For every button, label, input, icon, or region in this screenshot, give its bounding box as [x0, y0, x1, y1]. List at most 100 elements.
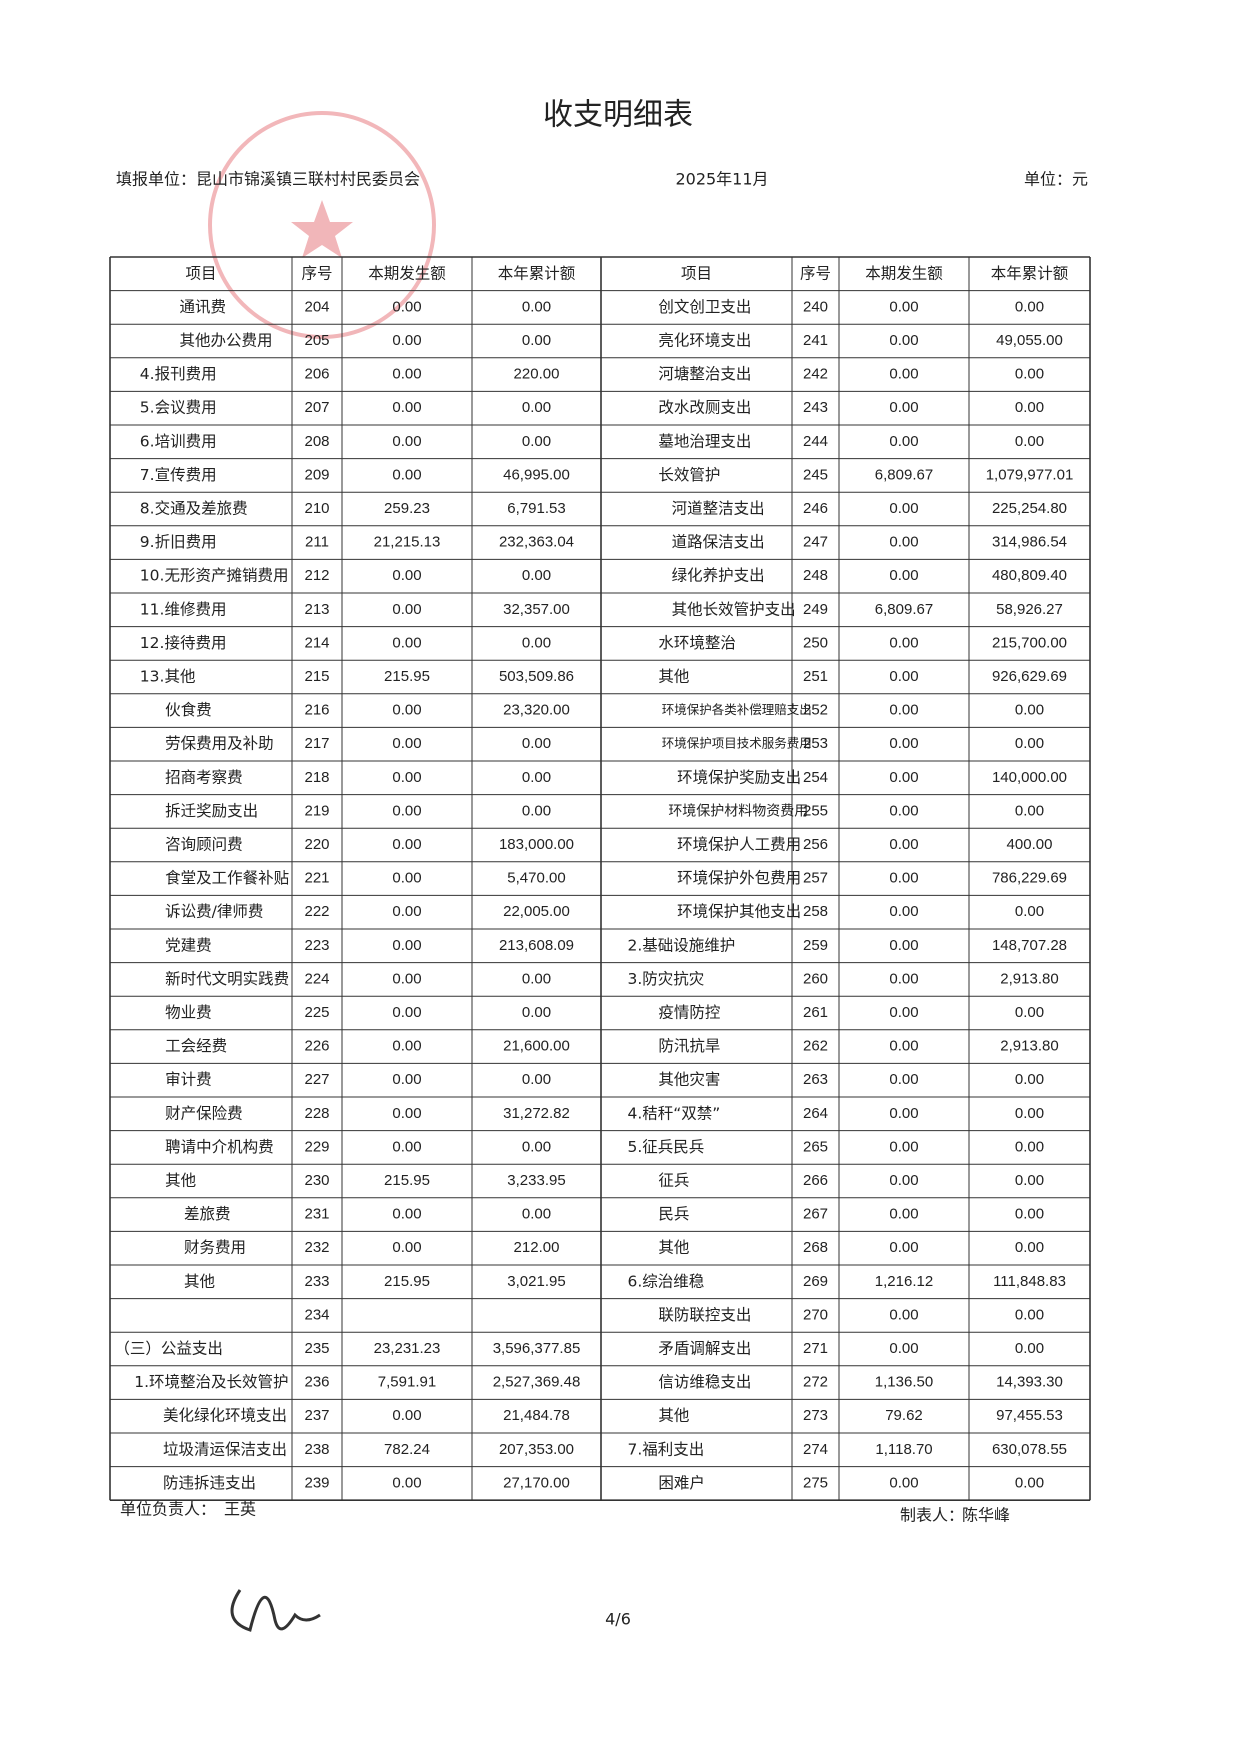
- amount: 630,078.55: [992, 1441, 1067, 1458]
- amount: 0.00: [1015, 802, 1044, 819]
- amount: 0.00: [392, 937, 421, 954]
- seq-number: 264: [803, 1105, 828, 1122]
- amount: 3,021.95: [507, 1273, 565, 1290]
- item-name: 绿化养护支出: [672, 567, 765, 585]
- item-name: 1.环境整治及长效管护: [134, 1372, 288, 1391]
- item-name: 其他: [658, 1239, 689, 1257]
- amount: 6,791.53: [507, 500, 565, 517]
- amount: 0.00: [1015, 1239, 1044, 1256]
- amount: 6,809.67: [875, 601, 933, 618]
- seq-number: 212: [304, 567, 329, 584]
- item-name: 12.接待费用: [140, 634, 227, 652]
- seq-number: 238: [304, 1441, 329, 1458]
- amount: 0.00: [522, 1004, 551, 1021]
- preparer: 陈华峰: [962, 1506, 1010, 1525]
- item-name: 信访维稳支出: [658, 1373, 751, 1391]
- amount: 314,986.54: [992, 534, 1067, 551]
- amount: 0.00: [1015, 1340, 1044, 1357]
- seq-number: 275: [803, 1474, 828, 1491]
- seq-number: 210: [304, 500, 329, 517]
- amount: 5,470.00: [507, 870, 565, 887]
- seq-number: 225: [304, 1004, 329, 1021]
- seq-number: 230: [304, 1172, 329, 1189]
- item-name: 4.报刊费用: [140, 365, 217, 383]
- item-name: 墓地治理支出: [658, 432, 751, 450]
- item-name: 3.防灾抗灾: [627, 970, 704, 988]
- unit-name: 填报单位：昆山市锦溪镇三联村村民委员会: [116, 170, 420, 189]
- amount: 31,272.82: [503, 1105, 570, 1122]
- item-name: 长效管护: [658, 466, 720, 484]
- amount: 2,913.80: [1000, 1038, 1058, 1055]
- amount: 0.00: [392, 1105, 421, 1122]
- amount: 0.00: [889, 567, 918, 584]
- amount: 0.00: [889, 970, 918, 987]
- column-header: 本期发生额: [865, 264, 943, 282]
- item-name: 垃圾清运保洁支出: [163, 1440, 287, 1458]
- amount: 97,455.53: [996, 1407, 1063, 1424]
- amount: 207,353.00: [499, 1441, 574, 1458]
- amount: 0.00: [392, 601, 421, 618]
- amount: 23,320.00: [503, 702, 570, 719]
- amount: 0.00: [1015, 1206, 1044, 1223]
- amount: 21,600.00: [503, 1038, 570, 1055]
- item-name: 河塘整治支出: [658, 365, 751, 383]
- amount: 58,926.27: [996, 601, 1063, 618]
- amount: 0.00: [392, 702, 421, 719]
- amount: 0.00: [889, 870, 918, 887]
- amount: 0.00: [392, 1004, 421, 1021]
- amount: 0.00: [1015, 702, 1044, 719]
- amount: 0.00: [889, 836, 918, 853]
- amount: 786,229.69: [992, 870, 1067, 887]
- amount: 0.00: [889, 937, 918, 954]
- seq-number: 204: [304, 298, 329, 315]
- item-name: 9.折旧费用: [140, 533, 217, 551]
- item-name: 新时代文明实践费: [165, 970, 289, 988]
- item-name: 2.基础设施维护: [627, 936, 735, 954]
- seq-number: 220: [304, 836, 329, 853]
- seq-number: 237: [304, 1407, 329, 1424]
- amount: 0.00: [392, 1206, 421, 1223]
- preparer-label: 制表人：: [900, 1506, 964, 1525]
- seq-number: 245: [803, 466, 828, 483]
- amount: 2,913.80: [1000, 970, 1058, 987]
- seal-star: [291, 200, 353, 258]
- item-name: 改水改厕支出: [658, 399, 751, 417]
- amount: 215.95: [384, 1172, 430, 1189]
- amount: 0.00: [1015, 1105, 1044, 1122]
- seq-number: 209: [304, 466, 329, 483]
- amount: 0.00: [889, 332, 918, 349]
- seq-number: 205: [304, 332, 329, 349]
- currency: 单位：元: [1024, 170, 1088, 189]
- item-name: 河道整洁支出: [672, 500, 765, 518]
- amount: 215.95: [384, 668, 430, 685]
- amount: 400.00: [1007, 836, 1053, 853]
- seq-number: 211: [305, 534, 329, 551]
- seq-number: 235: [304, 1340, 329, 1357]
- item-name: 7.宣传费用: [140, 466, 217, 484]
- amount: 480,809.40: [992, 567, 1067, 584]
- item-name: 其他办公费用: [180, 332, 273, 350]
- amount: 23,231.23: [374, 1340, 441, 1357]
- item-name: 其他灾害: [658, 1071, 720, 1089]
- amount: 0.00: [522, 567, 551, 584]
- amount: 0.00: [889, 1340, 918, 1357]
- amount: 259.23: [384, 500, 430, 517]
- amount: 0.00: [889, 1172, 918, 1189]
- seq-number: 250: [803, 634, 828, 651]
- seq-number: 208: [304, 433, 329, 450]
- amount: 0.00: [392, 802, 421, 819]
- item-name: 其他: [184, 1272, 215, 1290]
- item-name: 联防联控支出: [658, 1306, 751, 1324]
- amount: 0.00: [889, 1206, 918, 1223]
- seq-number: 236: [304, 1374, 329, 1391]
- seq-number: 258: [803, 903, 828, 920]
- amount: 0.00: [889, 1071, 918, 1088]
- seq-number: 269: [803, 1273, 828, 1290]
- seq-number: 223: [304, 937, 329, 954]
- item-name: 其他: [658, 1407, 689, 1425]
- item-name: 疫情防控: [658, 1004, 720, 1022]
- amount: 0.00: [889, 366, 918, 383]
- amount: 0.00: [889, 1306, 918, 1323]
- seq-number: 268: [803, 1239, 828, 1256]
